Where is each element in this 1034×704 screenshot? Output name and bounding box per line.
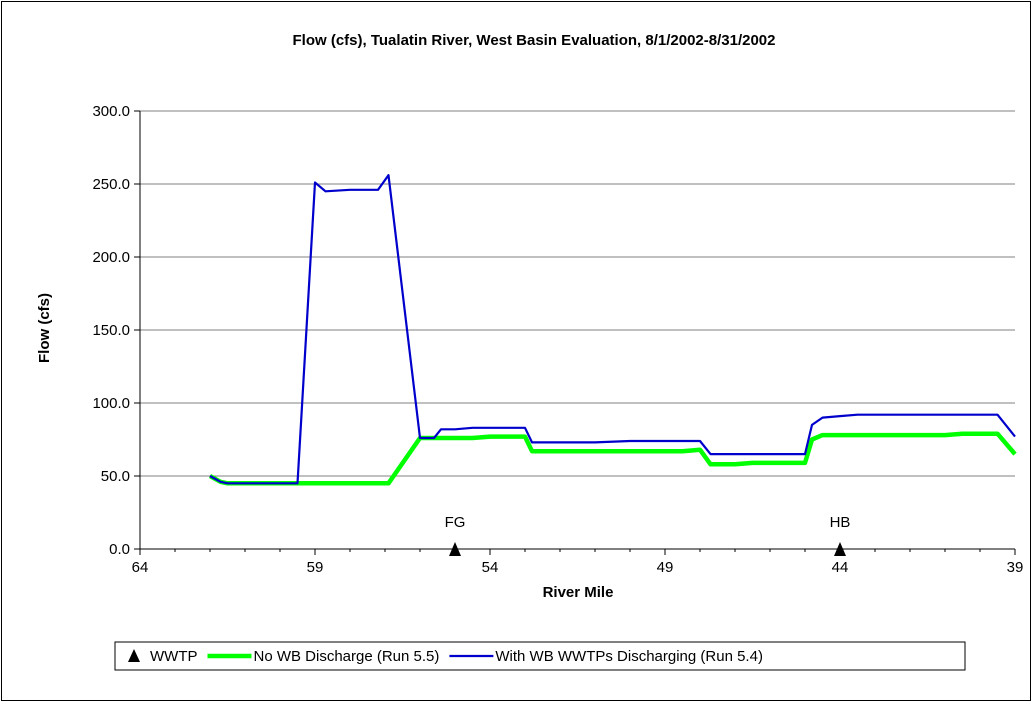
y-tick-label: 100.0 xyxy=(92,395,130,412)
x-tick-label: 49 xyxy=(657,559,674,576)
x-tick-label: 44 xyxy=(832,559,849,576)
wwtp-marker xyxy=(449,542,461,556)
y-axis-title: Flow (cfs) xyxy=(36,293,53,363)
y-tick-label: 300.0 xyxy=(92,103,130,120)
wwtp-markers: FG HB xyxy=(445,514,851,556)
series-group xyxy=(208,174,1017,486)
y-axis-ticks: 0.0 50.0 100.0 150.0 200.0 250.0 300.0 xyxy=(92,103,140,558)
x-tick-label: 39 xyxy=(1007,559,1024,576)
legend: WWTP No WB Discharge (Run 5.5) With WB WWT… xyxy=(114,641,966,671)
legend-label: With WB WWTPs Discharging (Run 5.4) xyxy=(495,648,763,665)
x-tick-label: 64 xyxy=(132,559,149,576)
x-axis-title: River Mile xyxy=(543,584,614,601)
legend-label: No WB Discharge (Run 5.5) xyxy=(253,648,439,665)
legend-label: WWTP xyxy=(150,648,197,665)
y-tick-label: 250.0 xyxy=(92,176,130,193)
y-tick-label: 200.0 xyxy=(92,249,130,266)
wwtp-marker-label: HB xyxy=(830,514,851,531)
series-with-wb-wwtps xyxy=(209,174,1016,485)
wwtp-marker xyxy=(834,542,846,556)
y-tick-label: 50.0 xyxy=(101,468,130,485)
x-tick-label: 59 xyxy=(307,559,324,576)
x-tick-label: 54 xyxy=(482,559,499,576)
wwtp-marker-label: FG xyxy=(445,514,466,531)
x-axis-ticks: 64 59 54 49 44 39 xyxy=(132,549,1024,576)
chart-title: Flow (cfs), Tualatin River, West Basin E… xyxy=(293,32,776,49)
legend-wwtp-symbol xyxy=(128,649,140,662)
y-tick-label: 0.0 xyxy=(109,541,130,558)
legend-box xyxy=(114,641,966,671)
y-tick-label: 150.0 xyxy=(92,322,130,339)
series-no-wb-discharge xyxy=(208,431,1017,486)
